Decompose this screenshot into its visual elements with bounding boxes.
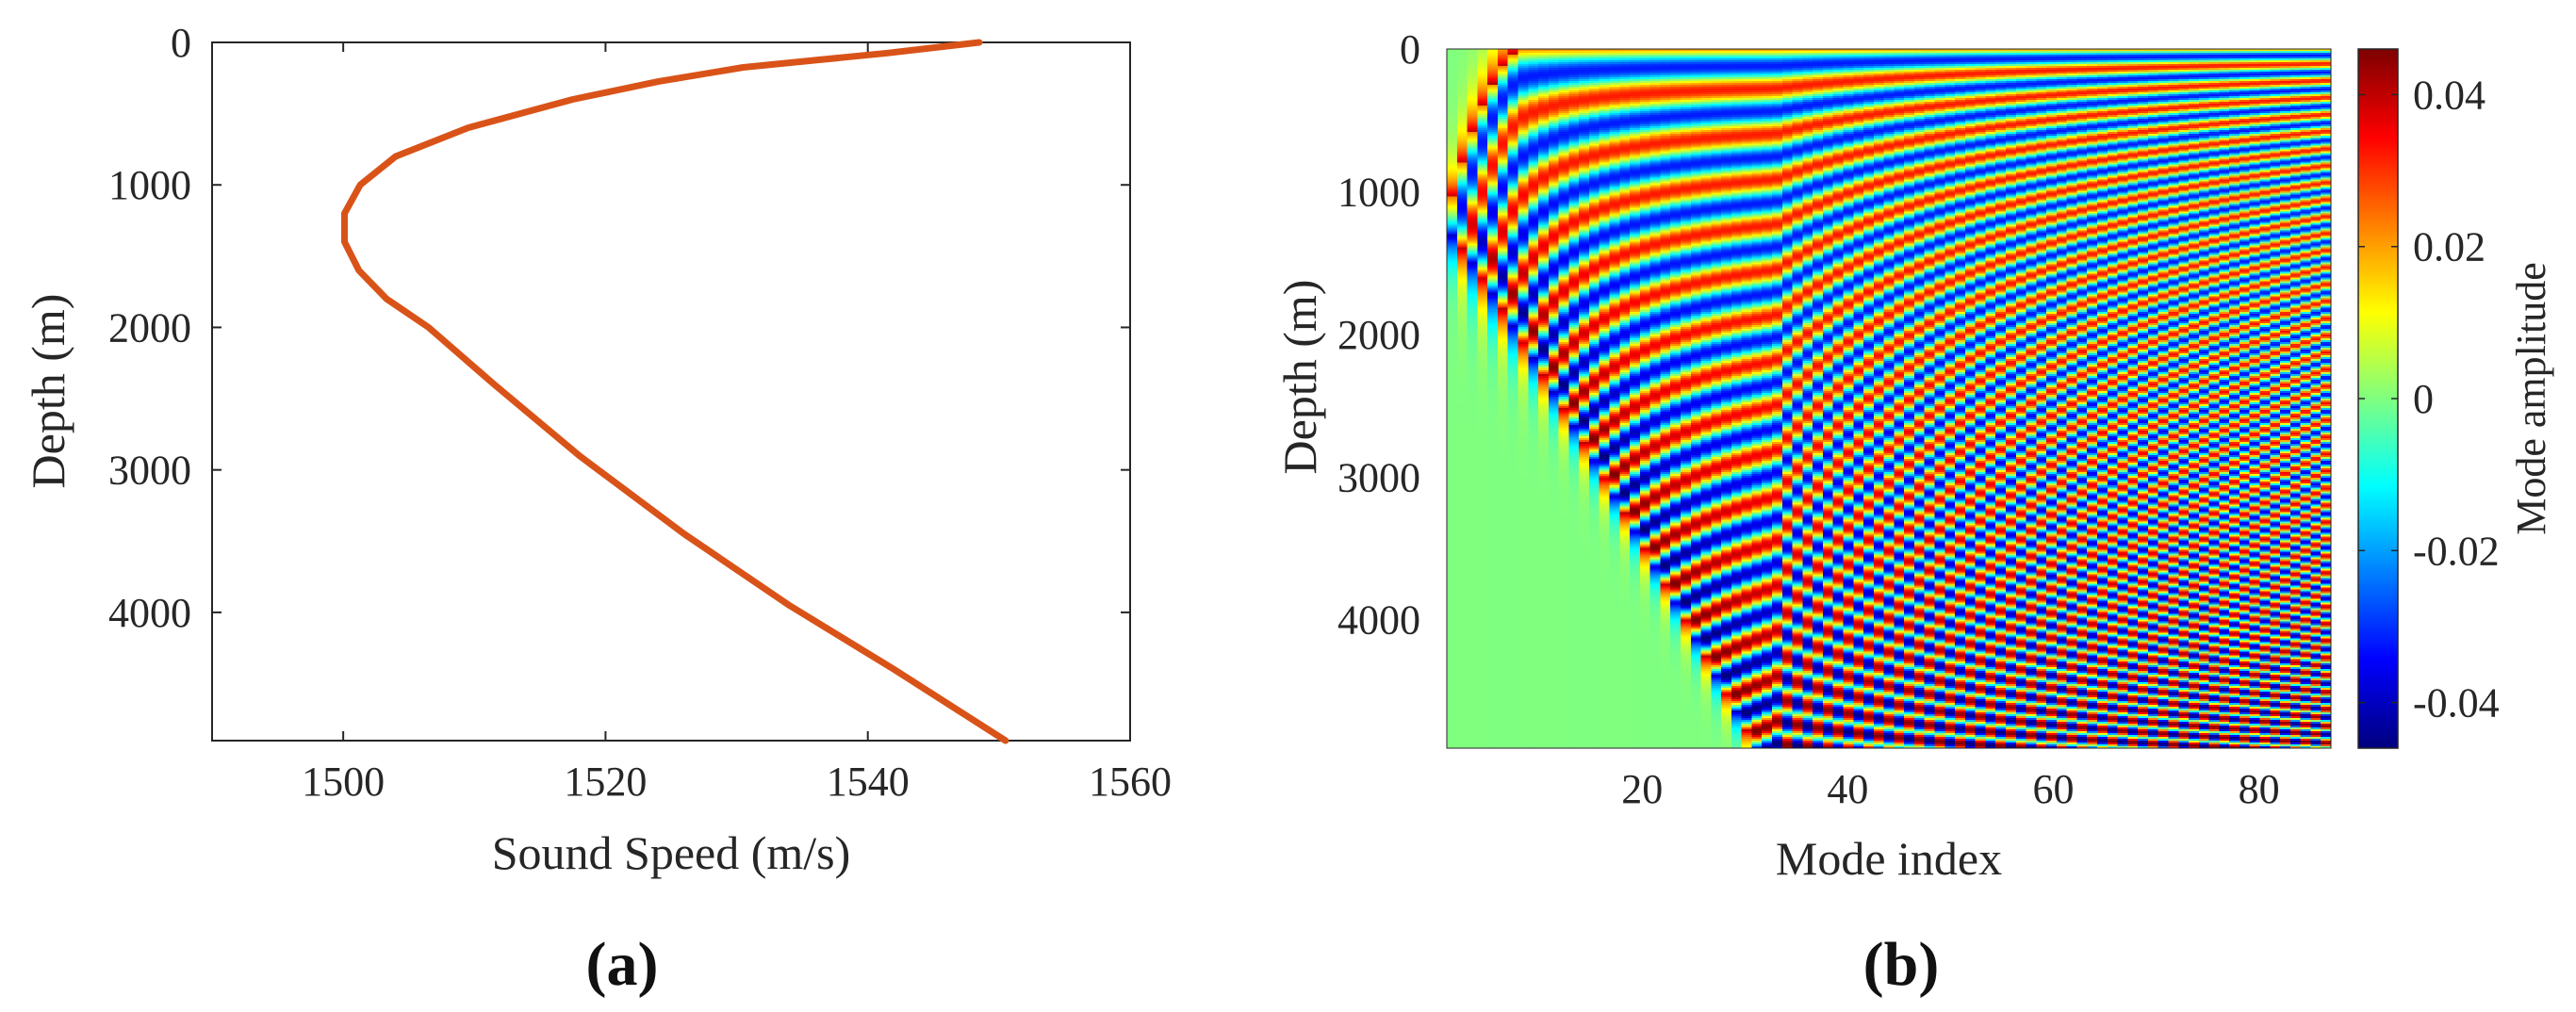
sound-speed-y-ticks: 0 1000 2000 3000 4000 bbox=[108, 20, 1130, 636]
panel-b-label: (b) bbox=[1863, 930, 1940, 999]
colorbar-tick-label: -0.04 bbox=[2413, 680, 2500, 726]
y-tick-label: 2000 bbox=[108, 304, 191, 351]
mode-y-axis-label: Depth (m) bbox=[1273, 280, 1326, 475]
mode-y-tick-label: 2000 bbox=[1337, 312, 1420, 358]
mode-x-tick-label: 80 bbox=[2239, 766, 2280, 812]
x-tick-label: 1520 bbox=[564, 759, 647, 805]
mode-x-axis-label: Mode index bbox=[1776, 832, 2002, 885]
y-tick-label: 3000 bbox=[108, 448, 191, 494]
y-tick-label: 4000 bbox=[108, 590, 191, 636]
mode-x-tick-label: 20 bbox=[1621, 766, 1663, 812]
colorbar-tick-label: 0.04 bbox=[2413, 72, 2486, 118]
sound-speed-chart: 1500 1520 1540 1560 0 1000 2000 3000 4000 Sound… bbox=[22, 20, 1172, 999]
sound-speed-plot-area bbox=[211, 41, 1131, 742]
mode-amplitude-chart: 20 40 60 80 0 1000 2000 3000 4000 Mode index De… bbox=[1273, 26, 2554, 999]
mode-y-tick-label: 0 bbox=[1400, 26, 1420, 73]
sound-speed-y-axis-label: Depth (m) bbox=[22, 294, 74, 489]
sound-speed-profile-line bbox=[341, 39, 1009, 744]
mode-x-ticks: 20 40 60 80 bbox=[1621, 766, 2279, 812]
mode-amplitude-plot-frame bbox=[1446, 48, 2332, 749]
colorbar-tick-label: 0.02 bbox=[2413, 224, 2486, 270]
y-tick-label: 1000 bbox=[108, 162, 191, 208]
sound-speed-x-ticks: 1500 1520 1540 1560 bbox=[302, 42, 1172, 805]
colorbar-ticks: 0.04 0.02 0 -0.02 -0.04 bbox=[2358, 72, 2500, 726]
y-tick-label: 0 bbox=[171, 20, 191, 66]
mode-y-tick-label: 3000 bbox=[1337, 454, 1420, 500]
mode-x-tick-label: 60 bbox=[2033, 766, 2075, 812]
mode-x-tick-label: 40 bbox=[1827, 766, 1868, 812]
colorbar-tick-label: -0.02 bbox=[2413, 528, 2500, 574]
x-tick-label: 1500 bbox=[302, 759, 385, 805]
colorbar-label: Mode amplitude bbox=[2508, 262, 2554, 535]
panel-a-label: (a) bbox=[586, 930, 659, 999]
mode-y-ticks: 0 1000 2000 3000 4000 bbox=[1337, 26, 1420, 644]
x-tick-label: 1560 bbox=[1089, 759, 1172, 805]
mode-y-tick-label: 1000 bbox=[1337, 169, 1420, 215]
sound-speed-x-axis-label: Sound Speed (m/s) bbox=[492, 826, 851, 879]
x-tick-label: 1540 bbox=[827, 759, 910, 805]
mode-amplitude-heatmap bbox=[1447, 49, 2331, 748]
mode-y-tick-label: 4000 bbox=[1337, 597, 1420, 644]
colorbar-tick-label: 0 bbox=[2413, 376, 2434, 422]
